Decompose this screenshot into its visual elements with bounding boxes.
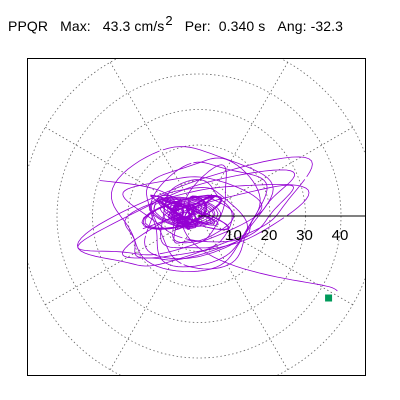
trace-core <box>141 194 230 231</box>
max-label: Max: <box>60 18 91 34</box>
max-unit-exponent: 2 <box>165 13 173 28</box>
chart-header: PPQR Max: 43.3 cm/s2 Per: 0.340 s Ang: -… <box>8 13 344 34</box>
radial-tick-label: 40 <box>332 227 349 244</box>
grid-spoke <box>198 215 353 306</box>
angle-label: Ang: <box>277 18 307 34</box>
grid-spoke <box>109 62 200 217</box>
trace-loop <box>111 146 274 273</box>
grid-spoke <box>198 126 353 217</box>
radial-tick-label: 30 <box>296 227 313 244</box>
trace-loop <box>173 164 227 244</box>
trace-tail <box>99 180 338 292</box>
grid-spoke <box>198 215 289 370</box>
period-value: 0.340 s <box>218 18 266 34</box>
angle-value: -32.3 <box>310 18 344 34</box>
grid-spoke <box>198 62 289 217</box>
trace-loop <box>124 184 310 259</box>
trace-loop <box>77 169 296 256</box>
grid-spoke <box>45 126 200 217</box>
grid-spoke <box>109 215 200 370</box>
max-value: 43.3 cm/s <box>102 18 165 34</box>
end-point-marker <box>325 294 333 302</box>
station-code: PPQR <box>8 18 49 34</box>
radial-tick-label: 10 <box>225 227 242 244</box>
trace-loop <box>160 179 233 249</box>
plot-frame <box>27 58 366 376</box>
radial-tick-label: 20 <box>261 227 278 244</box>
trace-loop <box>122 176 263 243</box>
period-label: Per: <box>184 18 211 34</box>
grid-spoke <box>45 215 200 306</box>
trace-loop <box>121 184 294 261</box>
